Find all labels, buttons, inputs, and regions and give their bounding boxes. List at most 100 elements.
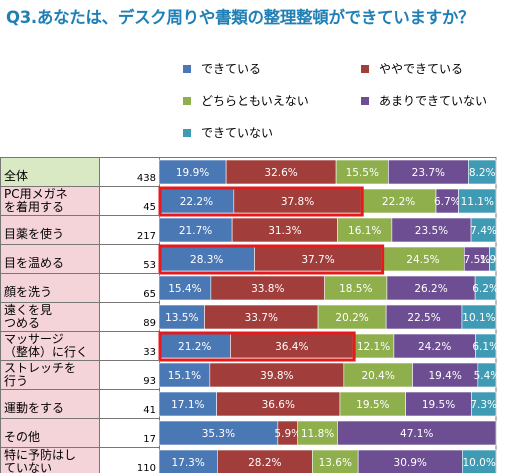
data-label: 13.6% xyxy=(319,457,352,469)
data-label: 11.1% xyxy=(461,196,494,208)
highlight-box xyxy=(158,331,356,362)
bar-segment xyxy=(297,420,338,446)
row-n-value: 93 xyxy=(143,376,156,387)
row-label: （整体）に行く xyxy=(4,344,88,359)
row-n-value: 17 xyxy=(143,434,156,445)
bar-segment xyxy=(158,275,212,301)
bar-segment xyxy=(489,246,497,272)
highlight-box xyxy=(158,244,385,275)
bar-segment xyxy=(158,246,255,272)
data-label: 17.1% xyxy=(171,399,204,411)
data-label: 24.5% xyxy=(406,254,439,266)
row-label: 全体 xyxy=(4,168,28,183)
row-label-cell xyxy=(0,157,100,187)
data-label: 24.2% xyxy=(418,341,451,353)
data-label: 6.2% xyxy=(472,283,499,295)
bar-segment xyxy=(393,333,476,359)
data-label: 12.1% xyxy=(357,341,390,353)
bar-segment xyxy=(230,333,354,359)
row-label: 特に予防はし xyxy=(4,447,76,462)
bar-segment xyxy=(233,188,362,214)
bar-segment xyxy=(458,188,497,214)
bar-segment xyxy=(210,275,325,301)
data-label: 17.3% xyxy=(171,457,204,469)
data-label: 15.1% xyxy=(168,370,201,382)
bar-segment xyxy=(461,304,497,330)
row-n-value: 53 xyxy=(143,260,156,271)
data-label: 22.2% xyxy=(382,196,415,208)
data-label: 6.1% xyxy=(472,341,499,353)
bar-segment xyxy=(209,362,345,388)
data-label: 37.7% xyxy=(301,254,334,266)
row-label: 行う xyxy=(4,374,28,388)
bar-segment xyxy=(216,391,341,417)
data-label: 33.8% xyxy=(251,283,284,295)
legend: できている ややできている どちらともいえない あまりできていない できていない xyxy=(0,0,513,150)
data-label: 22.5% xyxy=(407,312,440,324)
bar-segment xyxy=(463,246,490,272)
bar-segment xyxy=(343,362,413,388)
bar-segment xyxy=(158,362,211,388)
row-label: 目を温める xyxy=(4,256,64,270)
data-label: 33.7% xyxy=(245,312,278,324)
data-label: 11.8% xyxy=(301,428,334,440)
row-label-cell xyxy=(0,302,100,332)
legend-item: できていない xyxy=(183,126,273,140)
row-n-value: 41 xyxy=(143,405,156,416)
bar-segment xyxy=(475,333,497,359)
highlight-box xyxy=(158,186,364,217)
data-label: 18.5% xyxy=(339,283,372,295)
data-label: 21.7% xyxy=(179,225,212,237)
row-n-value: 45 xyxy=(143,202,156,213)
data-label: 10.0% xyxy=(462,457,495,469)
bar-segment xyxy=(477,362,497,388)
row-n-cell xyxy=(99,186,160,216)
data-label: 30.9% xyxy=(394,457,427,469)
legend-swatch xyxy=(183,128,191,137)
bar-segment xyxy=(474,275,497,301)
bar-segment xyxy=(386,275,476,301)
bar-segment xyxy=(405,391,472,417)
row-n-value: 65 xyxy=(143,289,156,300)
data-label: 21.2% xyxy=(178,341,211,353)
row-n-cell xyxy=(99,157,160,187)
data-label: 35.3% xyxy=(202,428,235,440)
data-label: 32.6% xyxy=(264,167,297,179)
row-n-cell xyxy=(99,215,160,245)
bar-segment xyxy=(381,246,465,272)
data-label: 22.2% xyxy=(180,196,213,208)
bar-segment xyxy=(158,420,279,446)
bar-segment xyxy=(385,304,463,330)
data-label: 36.4% xyxy=(275,341,308,353)
data-label: 15.5% xyxy=(346,167,379,179)
bar-segment xyxy=(471,391,497,417)
data-label: 26.2% xyxy=(414,283,447,295)
row-label: を着用する xyxy=(4,199,64,214)
legend-label: あまりできていない xyxy=(379,94,488,108)
row-label: 運動をする xyxy=(4,401,64,415)
data-label: 20.4% xyxy=(361,370,394,382)
data-label: 5.9% xyxy=(274,428,301,440)
row-label-cell xyxy=(0,389,100,419)
data-label: 23.7% xyxy=(412,167,445,179)
row-n-value: 438 xyxy=(137,173,156,184)
bar-segment xyxy=(158,159,227,185)
row-n-cell xyxy=(99,447,160,473)
row-n-cell xyxy=(99,418,160,448)
legend-item: あまりできていない xyxy=(361,94,487,108)
bar-segment xyxy=(339,391,406,417)
data-label: 10.1% xyxy=(462,312,495,324)
bar-segment xyxy=(337,217,393,243)
row-label: PC用メガネ xyxy=(4,187,68,201)
data-label: 23.5% xyxy=(415,225,448,237)
bar-segment xyxy=(391,217,472,243)
legend-swatch xyxy=(183,64,191,73)
data-label: 19.9% xyxy=(176,167,209,179)
data-label: 31.3% xyxy=(268,225,301,237)
data-label: 6.7% xyxy=(434,196,461,208)
chart-title: Q3.あなたは、デスク周りや書類の整理整頓ができていますか？ xyxy=(6,8,475,27)
row-label: 目薬を使う xyxy=(4,226,64,241)
bar-segment xyxy=(158,391,217,417)
row-label-cell xyxy=(0,331,100,361)
